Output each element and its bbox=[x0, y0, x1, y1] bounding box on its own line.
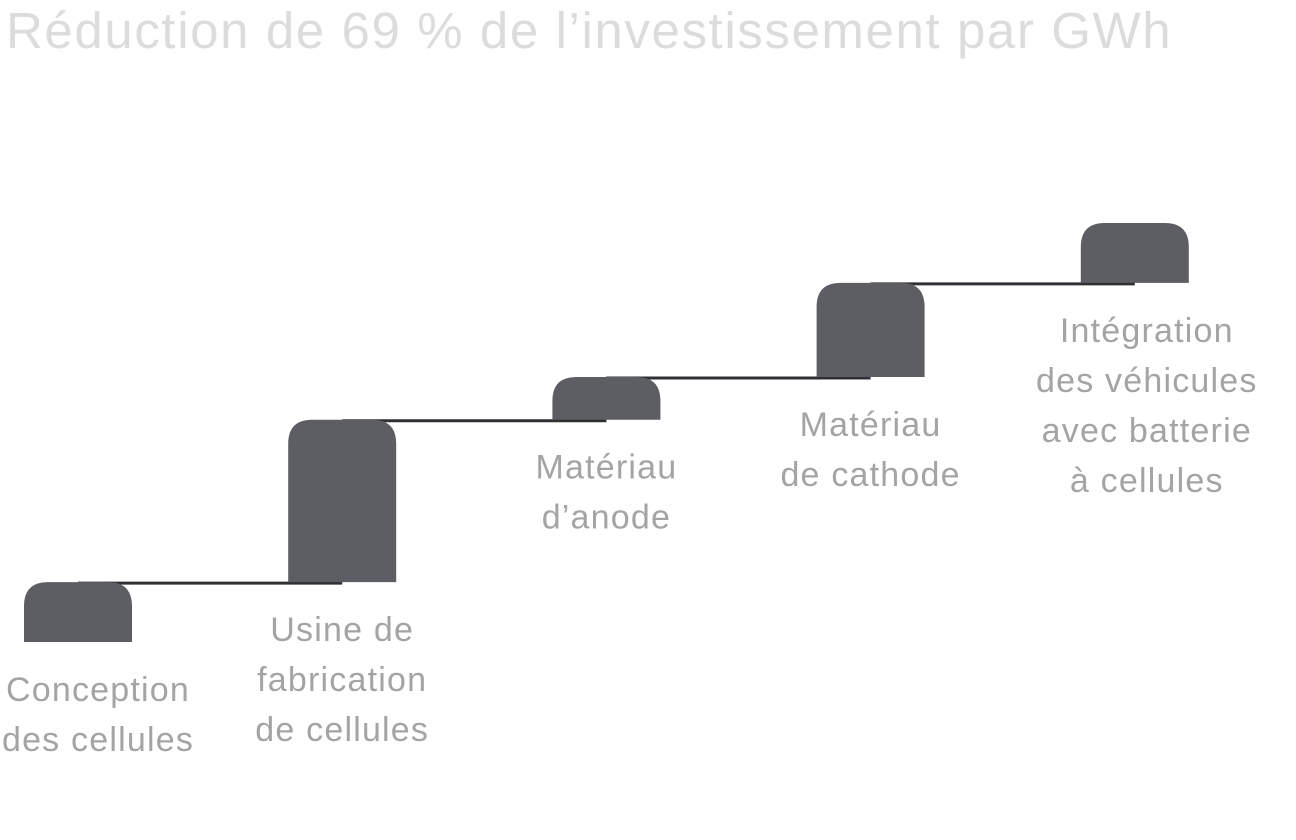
category-label-line: Matériau bbox=[535, 449, 677, 487]
bar-4 bbox=[816, 282, 925, 377]
connector-lines bbox=[78, 282, 1135, 585]
category-label-4: Matériau de cathode bbox=[780, 406, 960, 494]
category-label-line: Usine de bbox=[270, 611, 414, 649]
bar-3 bbox=[552, 376, 661, 420]
bar-5 bbox=[1080, 223, 1189, 283]
category-labels: Conception des cellules Usine de fabricatio… bbox=[2, 312, 1258, 759]
bar-group bbox=[24, 223, 1189, 642]
bar-2 bbox=[288, 419, 397, 583]
category-label-line: Conception bbox=[6, 671, 190, 709]
category-label-line: fabrication bbox=[257, 661, 427, 699]
category-label-line: Matériau bbox=[800, 406, 942, 444]
category-label-line: à cellules bbox=[1070, 462, 1224, 500]
category-label-line: de cathode bbox=[780, 456, 960, 494]
category-label-line: de cellules bbox=[255, 711, 429, 749]
category-label-line: Intégration bbox=[1060, 312, 1234, 350]
bar-1 bbox=[24, 582, 132, 642]
category-label-2: Usine de fabrication de cellules bbox=[255, 611, 429, 749]
category-label-line: des véhicules bbox=[1036, 362, 1258, 400]
category-label-5: Intégration des véhicules avec batterie à c… bbox=[1036, 312, 1258, 500]
category-label-line: des cellules bbox=[2, 721, 194, 759]
category-label-line: avec batterie bbox=[1042, 412, 1252, 450]
chart-title: Réduction de 69 % de l’investissement pa… bbox=[6, 2, 1173, 59]
category-label-3: Matériau d’anode bbox=[535, 449, 677, 537]
category-label-1: Conception des cellules bbox=[2, 671, 194, 759]
category-label-line: d’anode bbox=[542, 499, 671, 537]
